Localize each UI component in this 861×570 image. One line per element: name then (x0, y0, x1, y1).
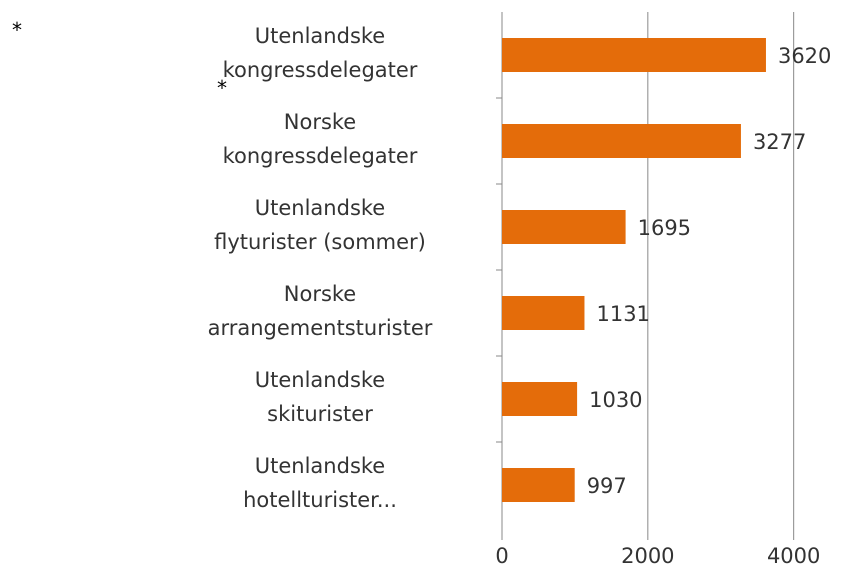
value-label: 997 (587, 474, 627, 498)
bar (502, 38, 766, 72)
category-label: Utenlandske skiturister (254, 368, 386, 426)
category-label: Norske kongressdelegater (222, 110, 418, 168)
category-label: Utenlandske hotellturister... (243, 454, 397, 512)
bar (502, 210, 626, 244)
annotation: * (217, 76, 227, 100)
bar (502, 296, 585, 330)
value-label: 1030 (589, 388, 642, 412)
bar (502, 468, 575, 502)
category-label: Utenlandske kongressdelegater (222, 24, 418, 82)
x-tick-label: 4000 (767, 544, 820, 568)
bar (502, 124, 741, 158)
value-label: 1695 (638, 216, 691, 240)
value-label: 3620 (778, 44, 831, 68)
x-tick-label: 0 (495, 544, 508, 568)
bar (502, 382, 578, 416)
annotation: * (12, 18, 22, 42)
category-label: Norske arrangementsturister (207, 282, 433, 340)
category-label: Utenlandske flyturister (sommer) (214, 196, 426, 254)
x-tick-label: 2000 (621, 544, 674, 568)
value-label: 3277 (753, 130, 806, 154)
value-label: 1131 (596, 302, 649, 326)
